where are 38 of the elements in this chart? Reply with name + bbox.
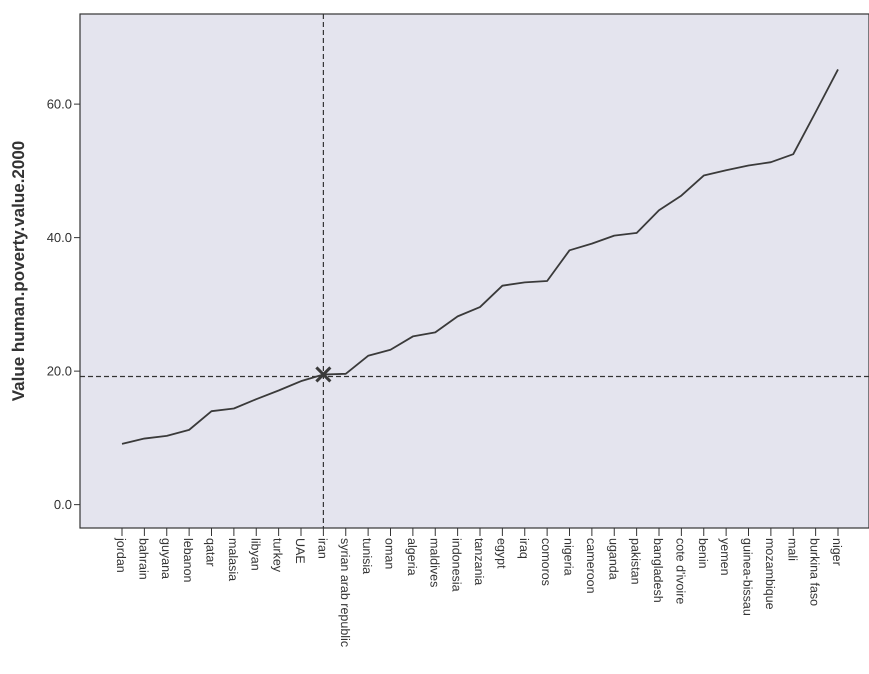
x-tick-label: libyan xyxy=(248,538,262,571)
x-tick-label: lebanon xyxy=(181,538,196,583)
x-tick-label: turkey xyxy=(270,538,285,573)
x-tick-label: algeria xyxy=(404,538,419,576)
x-tick-label: pakistan xyxy=(628,538,643,585)
x-tick-label: UAE xyxy=(293,538,307,564)
x-tick-label: comoros xyxy=(539,538,554,586)
x-tick-label: guyana xyxy=(158,538,173,580)
y-tick-label: 0.0 xyxy=(54,497,72,512)
x-tick-label: uganda xyxy=(606,538,620,580)
x-tick-label: burkina faso xyxy=(808,538,822,606)
x-tick-label: tunisia xyxy=(360,538,374,574)
x-tick-label: yemen xyxy=(718,538,732,576)
x-tick-label: oman xyxy=(382,538,396,570)
x-tick-label: nigeria xyxy=(562,538,576,576)
x-tick-label: guinea-bissau xyxy=(740,538,754,616)
x-tick-label: egypt xyxy=(494,538,508,570)
x-tick-label: tanzania xyxy=(472,538,486,586)
x-tick-label: qatar xyxy=(204,538,218,566)
x-tick-label: indonesia xyxy=(450,538,464,592)
x-tick-label: mali xyxy=(785,538,800,561)
x-tick-label: niger xyxy=(830,538,844,566)
y-tick-label: 20.0 xyxy=(46,364,72,379)
x-tick-label: cameroon xyxy=(584,538,598,594)
x-tick-label: maldives xyxy=(427,538,442,588)
y-tick-label: 40.0 xyxy=(46,230,72,246)
x-tick-label: mozambique xyxy=(762,538,777,610)
x-tick-label: bangladesh xyxy=(651,538,665,603)
x-tick-label: malasia xyxy=(226,538,240,582)
x-tick-label: iran xyxy=(315,538,330,559)
x-tick-label: bahrain xyxy=(136,538,150,580)
x-tick-label: cote d'ivoire xyxy=(673,538,688,604)
x-tick-label: syrian arab republic xyxy=(338,538,352,648)
y-tick-label: 60.0 xyxy=(46,96,72,112)
x-tick-label: iraq xyxy=(516,538,531,559)
x-tick-label: benin xyxy=(696,538,710,569)
x-tick-label: jordan xyxy=(114,537,128,573)
y-axis-title: Value human.poverty.value.2000 xyxy=(9,140,28,402)
